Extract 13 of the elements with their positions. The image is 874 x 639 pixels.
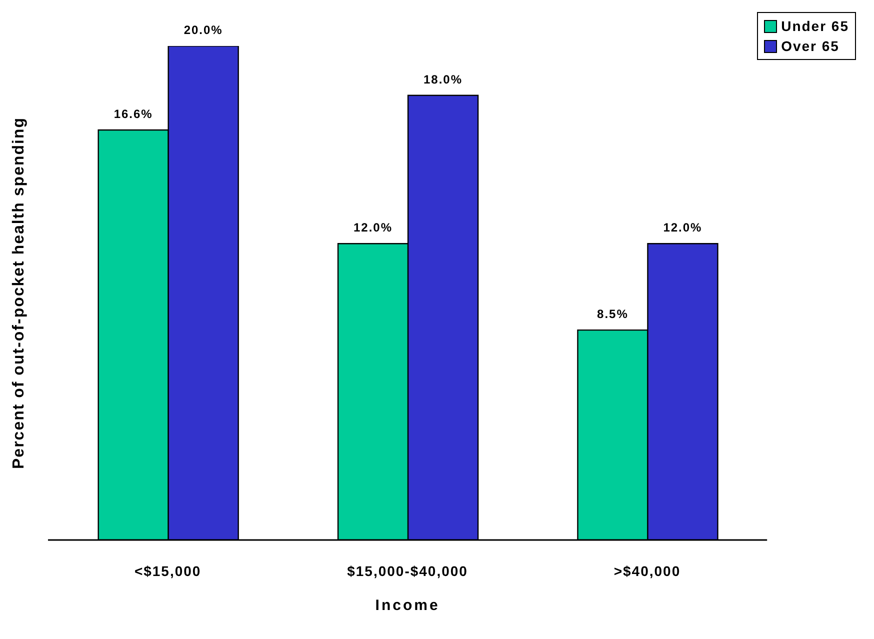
x-tick-label: <$15,000 bbox=[134, 562, 202, 579]
data-label: 8.5% bbox=[597, 307, 628, 322]
legend-label: Under 65 bbox=[781, 17, 849, 36]
x-tick-label: >$40,000 bbox=[614, 562, 681, 579]
x-axis-title: Income bbox=[375, 597, 440, 614]
data-label: 12.0% bbox=[663, 220, 702, 235]
legend-label: Over 65 bbox=[781, 37, 840, 56]
data-label: 18.0% bbox=[424, 72, 463, 86]
y-axis-title: Percent of out-of-pocket health spending bbox=[10, 116, 28, 470]
x-tick-label: $15,000-$40,000 bbox=[347, 562, 468, 579]
data-label: 16.6% bbox=[114, 106, 153, 121]
data-label: 20.0% bbox=[184, 23, 223, 37]
data-label: 12.0% bbox=[354, 220, 393, 235]
